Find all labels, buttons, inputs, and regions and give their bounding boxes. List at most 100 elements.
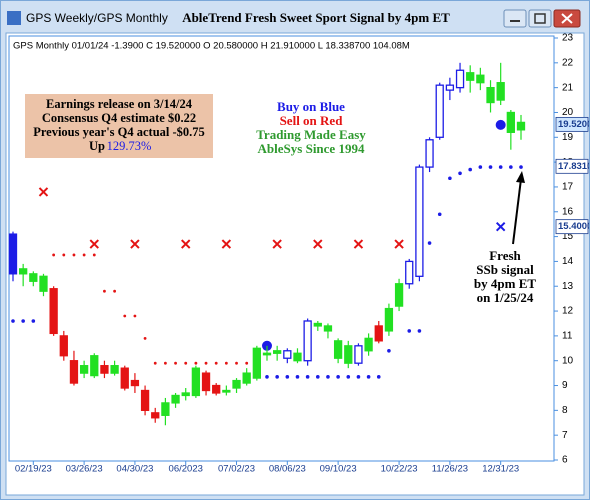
y-tick-label: 9 bbox=[562, 380, 568, 391]
maximize-button[interactable] bbox=[528, 9, 552, 28]
sell-stop-dot bbox=[174, 361, 177, 365]
x-tick-label: 07/02/23 bbox=[218, 464, 255, 475]
candle-body bbox=[232, 379, 241, 389]
x-tick-label: 08/06/23 bbox=[269, 464, 306, 475]
buy-stop-dot bbox=[316, 375, 320, 379]
candle-body bbox=[303, 320, 312, 362]
candle-body bbox=[49, 288, 58, 335]
sell-stop-dot bbox=[204, 361, 208, 365]
buy-stop-dot bbox=[285, 375, 290, 379]
sell-stop-dot bbox=[153, 361, 157, 365]
buy-stop-dot bbox=[498, 165, 503, 169]
candle-body bbox=[384, 307, 394, 332]
candle-body bbox=[273, 350, 282, 354]
candle-body bbox=[90, 355, 99, 377]
buy-stop-dot bbox=[346, 375, 351, 379]
sell-stop-dot bbox=[245, 361, 249, 365]
y-tick-label: 6 bbox=[562, 455, 568, 466]
candle-body bbox=[8, 233, 18, 275]
signal-dot bbox=[495, 119, 506, 130]
minimize-button[interactable] bbox=[503, 9, 527, 28]
sell-stop-dot bbox=[103, 289, 106, 293]
y-tick-label: 12 bbox=[562, 306, 574, 317]
candle-body bbox=[394, 283, 404, 307]
candle-body bbox=[435, 84, 444, 138]
buy-stop-dot bbox=[407, 329, 412, 333]
price-tag bbox=[555, 116, 589, 132]
sell-stop-dot bbox=[52, 253, 56, 257]
candle-body bbox=[415, 166, 424, 277]
y-tick-label: 21 bbox=[562, 82, 574, 93]
buy-stop-dot bbox=[458, 171, 462, 176]
buy-stop-dot bbox=[376, 375, 381, 379]
sell-signal bbox=[130, 239, 140, 249]
sell-stop-dot bbox=[92, 253, 96, 257]
y-tick-label: 20 bbox=[562, 107, 574, 118]
candle-body bbox=[59, 335, 68, 357]
buy-stop-dot bbox=[478, 165, 483, 169]
note-value: 129.73% bbox=[107, 139, 152, 153]
sell-signal bbox=[221, 239, 232, 249]
y-tick-label: 14 bbox=[562, 256, 574, 267]
annotation: by 4pm ET bbox=[474, 276, 536, 291]
buy-stop-dot bbox=[336, 375, 340, 379]
candle-body bbox=[293, 352, 302, 362]
sell-signal bbox=[313, 239, 323, 249]
sell-stop-dot bbox=[194, 361, 198, 365]
y-tick-label: 15 bbox=[562, 231, 574, 242]
y-tick-label: 17 bbox=[562, 182, 574, 193]
buy-stop-dot bbox=[356, 375, 361, 379]
candle-body bbox=[374, 325, 383, 342]
app-icon bbox=[7, 11, 21, 25]
candle-body bbox=[181, 392, 190, 397]
candle-body bbox=[151, 412, 160, 419]
sell-stop-dot bbox=[113, 289, 116, 293]
slogan: AbleSys Since 1994 bbox=[258, 141, 365, 156]
buy-stop-dot bbox=[265, 375, 269, 379]
buy-stop-dot bbox=[275, 375, 279, 379]
candle-body bbox=[344, 345, 353, 364]
price-tag bbox=[555, 219, 589, 235]
sell-stop-dot bbox=[62, 253, 66, 257]
sell-signal bbox=[181, 239, 191, 249]
x-tick-label: 09/10/23 bbox=[320, 464, 357, 475]
buy-stop-dot bbox=[387, 348, 391, 353]
y-tick-label: 10 bbox=[562, 355, 574, 366]
sell-stop-dot bbox=[224, 361, 228, 365]
note: Previous year's Q4 actual -$0.75 bbox=[33, 125, 205, 139]
buy-stop-dot bbox=[326, 375, 330, 379]
candle-body bbox=[79, 365, 89, 374]
x-tick-label: 10/22/23 bbox=[381, 464, 418, 475]
sell-stop-dot bbox=[123, 314, 127, 318]
buy-stop-dot bbox=[437, 212, 442, 217]
candle-body bbox=[130, 379, 140, 387]
buy-stop-dot bbox=[488, 165, 493, 169]
candle-body bbox=[171, 394, 180, 404]
x-tick-label: 12/31/23 bbox=[482, 464, 519, 475]
candle-body bbox=[29, 273, 38, 282]
price-tag-label: 17.8310 bbox=[558, 161, 589, 172]
y-tick-label: 23 bbox=[562, 33, 574, 44]
x-tick-label: 11/26/23 bbox=[432, 464, 468, 475]
note: Earnings release on 3/14/24 bbox=[46, 97, 193, 111]
slogan: Sell on Red bbox=[280, 113, 344, 128]
candle-body bbox=[466, 72, 475, 81]
candle-body bbox=[333, 340, 343, 359]
sell-stop-dot bbox=[133, 314, 137, 318]
candle-body bbox=[455, 69, 465, 89]
candle-body bbox=[140, 389, 150, 412]
buy-stop-dot bbox=[427, 241, 432, 245]
sell-stop-dot bbox=[82, 253, 86, 257]
annotation: Fresh bbox=[489, 248, 521, 263]
arrow bbox=[512, 178, 522, 245]
buy-signal bbox=[495, 221, 506, 232]
candle-body bbox=[354, 345, 363, 364]
sell-signal bbox=[272, 239, 282, 249]
note: Consensus Q4 estimate $0.22 bbox=[42, 111, 196, 125]
buy-stop-dot bbox=[366, 375, 371, 379]
candle-body bbox=[323, 325, 333, 332]
annotation: on 1/25/24 bbox=[477, 290, 534, 305]
candle-body bbox=[120, 367, 129, 389]
buy-stop-dot bbox=[21, 319, 25, 323]
candle-body bbox=[445, 84, 455, 91]
